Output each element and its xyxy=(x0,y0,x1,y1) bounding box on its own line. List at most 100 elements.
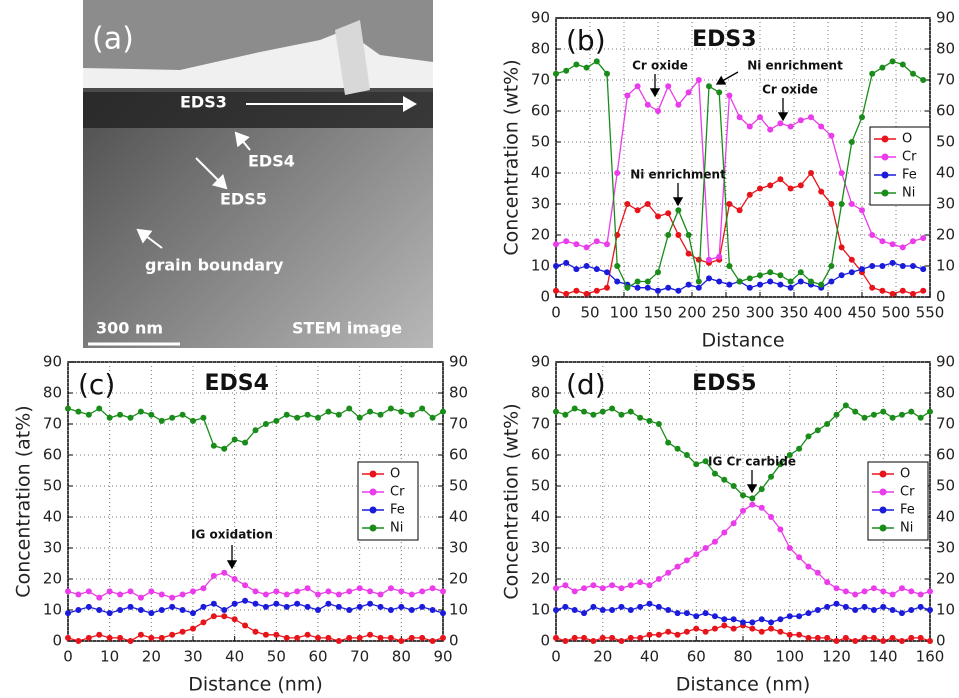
data-point xyxy=(693,625,700,632)
legend-marker xyxy=(879,524,887,532)
data-point xyxy=(685,250,692,257)
x-axis-label: Distance (nm) xyxy=(188,674,323,696)
data-point xyxy=(367,408,374,415)
data-point xyxy=(96,607,103,613)
data-point xyxy=(562,603,569,610)
data-point xyxy=(861,414,868,421)
data-point xyxy=(221,569,228,576)
annotation: Cr oxide xyxy=(632,59,688,73)
data-point xyxy=(889,241,896,248)
data-point xyxy=(797,117,804,124)
data-point xyxy=(283,603,290,610)
data-point xyxy=(190,588,196,595)
data-point xyxy=(917,414,924,421)
x-axis-label: Distance (nm) xyxy=(676,674,811,696)
data-point xyxy=(562,638,569,644)
y2-tick-label: 10 xyxy=(936,601,955,619)
data-point xyxy=(920,287,927,294)
data-point xyxy=(828,132,835,139)
x-tick-label: 80 xyxy=(733,648,752,666)
legend-marker xyxy=(369,524,377,532)
annotation: Ni enrichment xyxy=(747,59,843,73)
data-point xyxy=(726,281,733,288)
x-tick-label: 0 xyxy=(63,648,73,666)
data-point xyxy=(242,622,249,629)
y-tick-label: 80 xyxy=(531,40,550,58)
data-point xyxy=(583,244,590,251)
data-point xyxy=(583,263,590,269)
legend-label: Fe xyxy=(902,168,917,183)
annotation: Ni enrichment xyxy=(630,168,726,182)
data-point xyxy=(842,588,849,595)
data-point xyxy=(927,638,933,644)
data-point xyxy=(398,603,405,610)
data-point xyxy=(693,461,700,468)
data-point xyxy=(252,588,259,595)
data-point xyxy=(408,607,415,613)
data-point xyxy=(210,572,217,579)
data-point xyxy=(624,201,631,207)
data-point xyxy=(599,408,606,415)
y-tick-label: 40 xyxy=(531,508,550,526)
data-point xyxy=(852,607,859,613)
data-point xyxy=(767,278,774,285)
y-tick-label: 50 xyxy=(43,477,62,495)
data-point xyxy=(553,634,559,641)
data-point xyxy=(740,492,746,499)
data-point xyxy=(908,607,915,613)
data-point xyxy=(294,414,301,421)
data-point xyxy=(702,628,709,635)
annotation: Cr oxide xyxy=(762,83,818,97)
data-point xyxy=(917,603,924,610)
data-point xyxy=(624,92,631,99)
data-point xyxy=(158,634,165,641)
y-tick-label: 60 xyxy=(531,446,550,464)
data-point xyxy=(833,600,840,607)
data-point xyxy=(757,281,763,288)
y-tick-label: 70 xyxy=(531,71,550,89)
data-point xyxy=(618,411,625,418)
y-tick-label: 60 xyxy=(43,446,62,464)
data-point xyxy=(646,600,653,607)
data-point xyxy=(581,408,588,415)
data-point xyxy=(553,408,559,415)
data-point xyxy=(593,238,600,245)
data-point xyxy=(231,600,238,607)
data-point xyxy=(335,411,342,418)
data-point xyxy=(377,603,384,610)
panel-label: (a) xyxy=(92,22,134,57)
data-point xyxy=(377,411,384,418)
data-point xyxy=(716,89,723,96)
data-point xyxy=(898,411,905,418)
data-point xyxy=(683,452,690,458)
data-point xyxy=(429,585,436,592)
panel-label: (c) xyxy=(78,368,115,401)
x-axis-label: Distance xyxy=(701,330,784,352)
data-point xyxy=(787,284,794,291)
data-point xyxy=(398,408,405,415)
data-point xyxy=(335,591,342,598)
data-point xyxy=(787,123,794,130)
data-point xyxy=(335,603,342,610)
data-point xyxy=(675,207,682,214)
x-tick-label: 250 xyxy=(712,304,741,322)
data-point xyxy=(879,64,886,71)
data-point xyxy=(283,591,290,598)
data-point xyxy=(231,576,238,582)
data-point xyxy=(117,591,124,598)
data-point xyxy=(262,603,269,610)
data-point xyxy=(356,414,363,421)
data-point xyxy=(127,603,134,610)
y2-tick-label: 20 xyxy=(449,570,468,588)
data-point xyxy=(242,439,249,446)
data-point xyxy=(848,201,855,207)
data-point xyxy=(644,278,651,285)
data-point xyxy=(675,101,682,108)
data-point xyxy=(749,625,756,632)
data-point xyxy=(889,607,896,613)
data-point xyxy=(828,201,835,207)
data-point xyxy=(695,77,702,83)
y-tick-label: 30 xyxy=(43,539,62,557)
chart-title: EDS4 xyxy=(205,371,269,396)
data-point xyxy=(880,588,887,595)
